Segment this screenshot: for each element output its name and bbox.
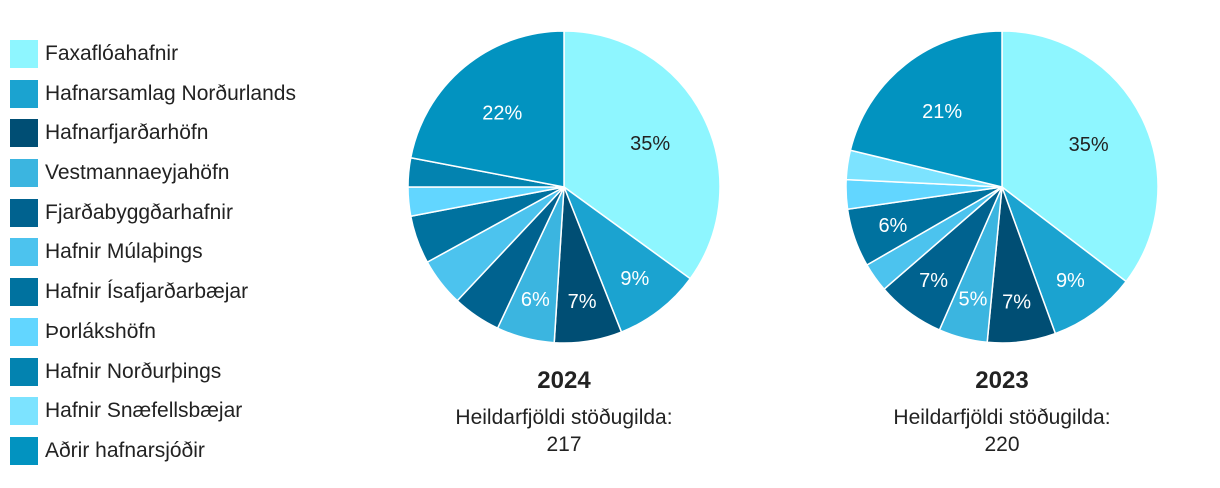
legend-swatch (10, 238, 38, 267)
slice-label: 9% (620, 268, 649, 290)
legend-swatch (10, 79, 38, 108)
pie-title: 2023 (975, 367, 1028, 394)
slice-label: 6% (521, 289, 550, 311)
legend-swatch (10, 317, 38, 346)
legend-swatch (10, 119, 38, 148)
slice-label: 5% (959, 289, 988, 311)
pie-title: 2024 (537, 367, 591, 394)
legend-label: Vestmannaeyjahöfn (45, 161, 230, 185)
legend-label: Hafnir Norðurþings (45, 359, 222, 383)
slice-label: 7% (568, 291, 597, 313)
pie-chart-2023: 35% 9% 7% 5% 7% 6% 21% 2023 Heildarfjöldi stöðug… (845, 30, 1159, 456)
pie-slice (563, 30, 721, 280)
slice-label: 6% (878, 215, 907, 237)
pie-slice (1001, 30, 1159, 283)
legend-swatch (10, 198, 38, 227)
pie-slice (1000, 184, 1128, 335)
legend-swatch (10, 159, 38, 188)
legend-label: Aðrir hafnarsjóðir (45, 438, 205, 462)
legend-swatch (10, 40, 38, 68)
slice-label: 7% (1002, 292, 1031, 314)
legend-swatch (10, 436, 38, 465)
legend-label: Þorlákshöfn (45, 319, 156, 343)
legend-label: Hafnarsamlag Norðurlands (45, 81, 296, 105)
slice-label: 21% (922, 101, 962, 123)
legend-label: Hafnarfjarðarhöfn (45, 121, 209, 145)
pie-caption: Heildarfjöldi stöðugilda: (893, 406, 1110, 429)
legend-swatch (10, 357, 38, 386)
pie-slice (409, 30, 565, 188)
pie-slice (849, 30, 1003, 188)
slice-label: 35% (1069, 134, 1109, 156)
pie-chart-2024: 35% 9% 7% 6% 22% 2024 Heildarfjöldi stöðugilda… (407, 30, 721, 456)
slice-label: 22% (482, 103, 522, 125)
slice-label: 7% (919, 270, 948, 292)
legend-label: Hafnir Múlaþings (45, 240, 203, 264)
pie-total: 217 (546, 433, 581, 456)
slice-label: 9% (1056, 270, 1085, 292)
legend-swatch (10, 397, 38, 426)
pie-slice (562, 184, 692, 334)
slice-label: 35% (630, 133, 670, 155)
legend-label: Hafnir Ísafjarðarbæjar (45, 280, 249, 304)
legend-label: Fjarðabyggðarhafnir (45, 200, 233, 224)
legend-label: Hafnir Snæfellsbæjar (45, 399, 243, 423)
legend-label: Faxaflóahafnir (45, 42, 179, 65)
pie-caption: Heildarfjöldi stöðugilda: (455, 406, 672, 429)
pie-total: 220 (984, 433, 1019, 456)
legend-swatch (10, 278, 38, 307)
